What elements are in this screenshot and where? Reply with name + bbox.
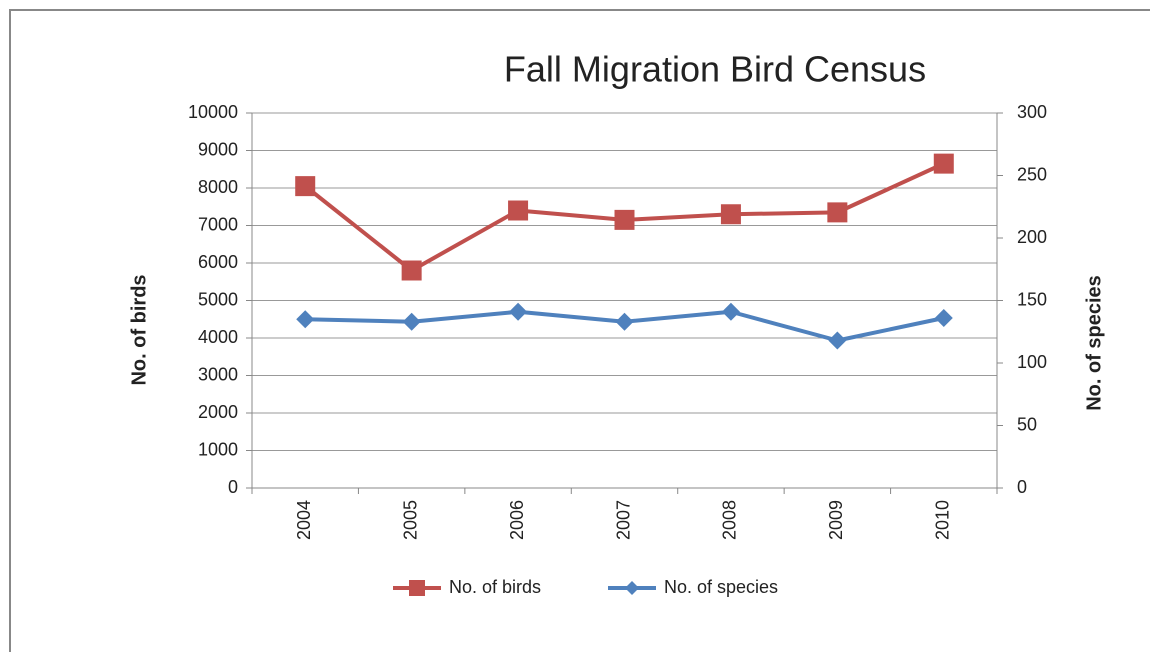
x-tick-label: 2004 (294, 500, 314, 540)
y2-tick-label: 100 (1017, 352, 1047, 372)
data-point (509, 302, 528, 321)
y-tick-label: 9000 (198, 139, 238, 159)
y2-tick-label: 250 (1017, 164, 1047, 184)
y-tick-label: 3000 (198, 364, 238, 384)
data-point (508, 200, 529, 221)
y-axis-title: No. of birds (128, 274, 150, 385)
data-point (933, 153, 954, 174)
y-tick-label: 8000 (198, 177, 238, 197)
x-tick-label: 2007 (613, 500, 633, 540)
data-point (296, 310, 315, 329)
data-point (615, 312, 634, 331)
data-point (828, 331, 847, 350)
y-tick-label: 1000 (198, 439, 238, 459)
legend-label: No. of species (664, 577, 778, 597)
y2-tick-label: 200 (1017, 227, 1047, 247)
data-point (720, 204, 741, 225)
data-point (934, 309, 953, 327)
y2-axis-title: No. of species (1083, 275, 1105, 411)
y-tick-label: 0 (228, 477, 238, 497)
x-tick-label: 2009 (826, 500, 846, 540)
y2-tick-label: 300 (1017, 102, 1047, 122)
legend-marker (625, 581, 639, 595)
x-tick-label: 2006 (507, 500, 527, 540)
y2-tick-label: 150 (1017, 289, 1047, 309)
legend-marker (409, 580, 425, 596)
data-point (827, 202, 848, 223)
data-point (614, 209, 635, 230)
y-tick-label: 2000 (198, 402, 238, 422)
y-tick-label: 10000 (188, 102, 238, 122)
y-tick-label: 5000 (198, 289, 238, 309)
x-tick-label: 2005 (400, 500, 420, 540)
data-point (721, 302, 740, 321)
x-tick-label: 2010 (933, 500, 953, 540)
y-tick-label: 7000 (198, 214, 238, 234)
y2-tick-label: 0 (1017, 477, 1027, 497)
x-tick-label: 2008 (720, 500, 740, 540)
data-point (295, 176, 316, 197)
chart-title: Fall Migration Bird Census (504, 49, 926, 90)
data-point (402, 312, 421, 331)
frame (9, 9, 1150, 652)
legend-label: No. of birds (449, 577, 541, 597)
y-tick-label: 4000 (198, 327, 238, 347)
y-tick-label: 6000 (198, 252, 238, 272)
data-point (401, 260, 422, 281)
y2-tick-label: 50 (1017, 414, 1037, 434)
